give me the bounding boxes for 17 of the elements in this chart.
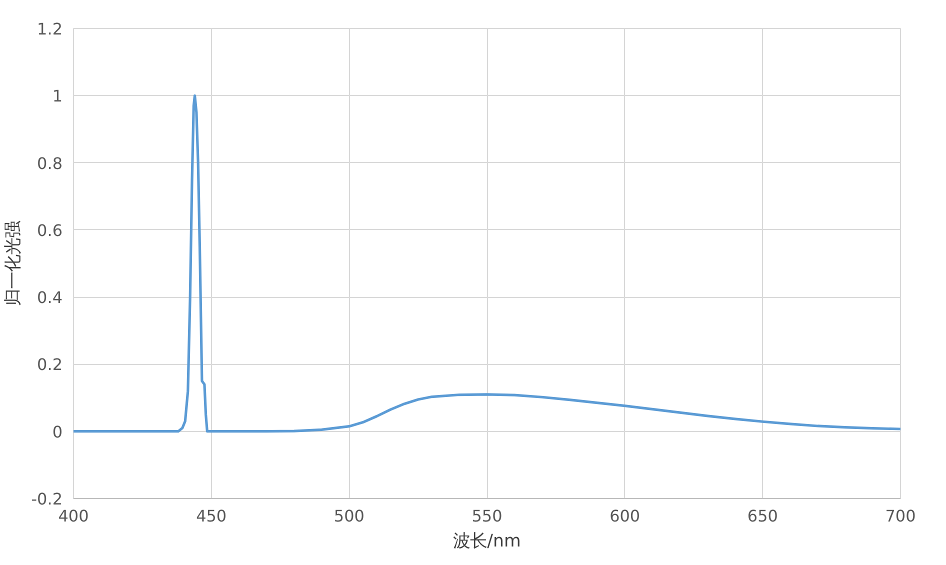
y-axis-title: 归一化光强 bbox=[3, 221, 24, 306]
y-tick-label: 0.6 bbox=[37, 220, 63, 240]
y-tick-label: 0.2 bbox=[37, 355, 63, 374]
x-tick-label: 600 bbox=[610, 506, 640, 526]
x-tick-label: 650 bbox=[747, 506, 778, 526]
x-tick-label: 450 bbox=[196, 506, 227, 526]
y-tick-label: 1 bbox=[52, 86, 63, 106]
y-tick-label: 0.8 bbox=[37, 154, 63, 173]
y-tick-label: -0.2 bbox=[31, 490, 62, 508]
x-axis-title: 波长/nm bbox=[453, 532, 521, 552]
y-tick-label: 1.2 bbox=[37, 20, 63, 38]
x-tick-label: 400 bbox=[58, 506, 89, 526]
x-tick-label: 500 bbox=[334, 506, 364, 526]
y-tick-label: 0 bbox=[52, 422, 63, 442]
x-tick-label: 700 bbox=[885, 506, 916, 526]
x-tick-label: 550 bbox=[472, 506, 502, 526]
y-tick-label: 0.4 bbox=[37, 288, 63, 308]
